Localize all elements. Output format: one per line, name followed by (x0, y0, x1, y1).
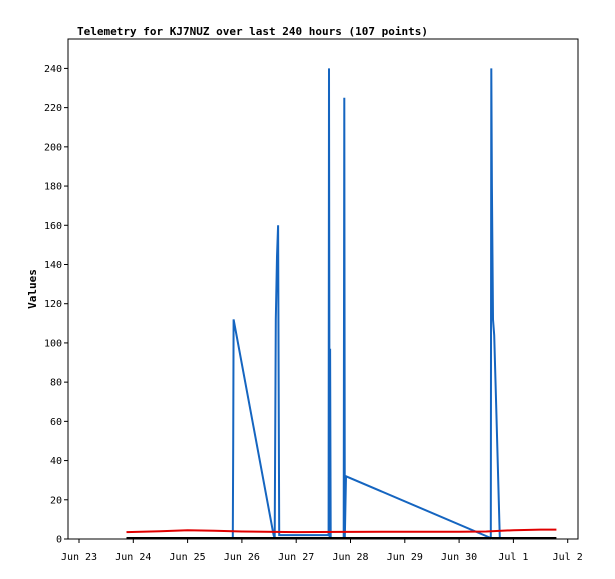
y-tick-label: 120 (44, 299, 62, 310)
y-axis: 0 20 40 60 80 100 120 140 160 180 200 220 240 (44, 64, 68, 546)
y-tick-label: 180 (44, 182, 62, 193)
y-tick-label: 60 (50, 417, 62, 428)
x-tick-label: Jun 24 (115, 552, 151, 563)
x-axis: Jun 23 Jun 24 Jun 25 Jun 26 Jun 27 Jun 28 Jun … (61, 539, 583, 563)
y-tick-label: 0 (56, 535, 62, 546)
series-line-2 (126, 528, 557, 534)
y-tick-label: 100 (44, 338, 62, 349)
y-tick-label: 220 (44, 103, 62, 114)
y-tick-label: 80 (50, 378, 62, 389)
x-tick-label: Jun 27 (278, 552, 314, 563)
y-tick-label: 200 (44, 142, 62, 153)
x-tick-label: Jul 2 (553, 552, 583, 563)
x-tick-label: Jun 30 (441, 552, 477, 563)
y-tick-label: 160 (44, 221, 62, 232)
y-tick-label: 20 (50, 495, 62, 506)
x-tick-label: Jun 25 (170, 552, 206, 563)
y-tick-label: 40 (50, 456, 62, 467)
x-tick-label: Jun 23 (61, 552, 97, 563)
y-tick-label: 140 (44, 260, 62, 271)
y-tick-label: 240 (44, 64, 62, 75)
x-tick-label: Jun 29 (387, 552, 423, 563)
series-line-1 (231, 68, 501, 540)
x-tick-label: Jun 26 (224, 552, 260, 563)
y-axis-label: Values (26, 269, 39, 309)
chart-title: Telemetry for KJ7NUZ over last 240 hours… (77, 25, 428, 38)
x-tick-label: Jun 28 (332, 552, 368, 563)
plot-frame (67, 38, 579, 540)
x-tick-label: Jul 1 (498, 552, 528, 563)
series-layer (126, 68, 557, 540)
